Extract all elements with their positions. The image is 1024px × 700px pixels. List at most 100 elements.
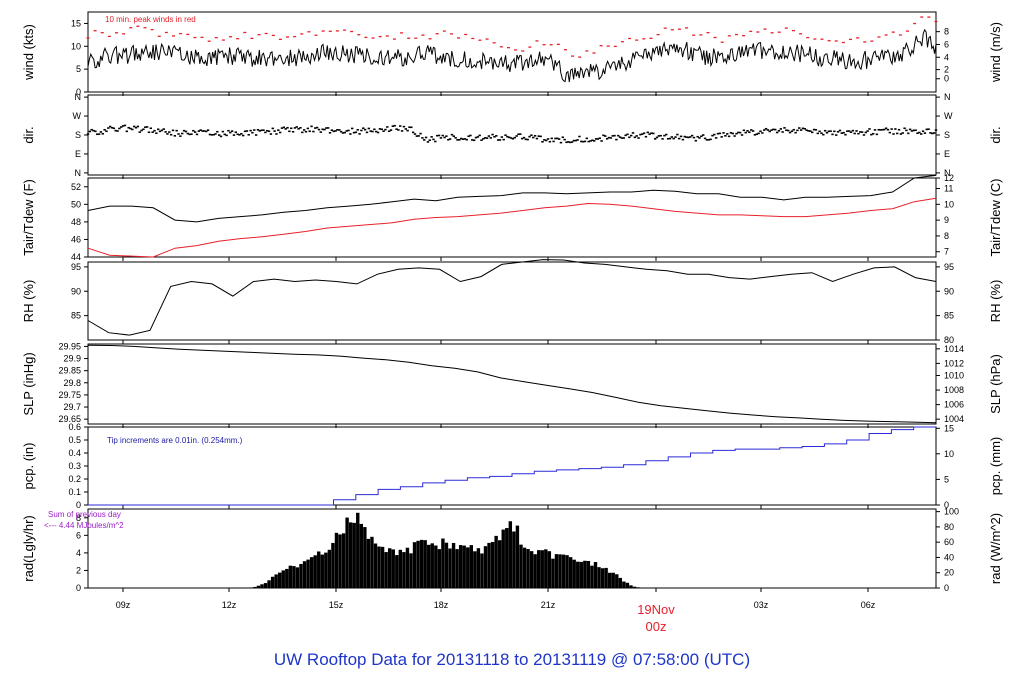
radiation-bar xyxy=(427,544,431,588)
radiation-bar xyxy=(622,581,626,588)
direction-point xyxy=(524,138,528,141)
radiation-bar xyxy=(441,538,445,588)
direction-point xyxy=(605,137,609,140)
radiation-bar xyxy=(519,544,523,588)
direction-point xyxy=(236,133,239,136)
peak-wind-mark xyxy=(898,34,902,36)
y2-tick-label: 1010 xyxy=(944,371,964,381)
panel-frame xyxy=(87,261,937,341)
peak-wind-mark xyxy=(549,44,553,46)
direction-point xyxy=(435,134,439,137)
direction-point xyxy=(714,137,718,139)
panel-3: Tair/Tdew (F) Tair/Tdew (C) 44 46 48 50 52 7 8 9 1… xyxy=(21,173,1003,262)
direction-point xyxy=(635,135,638,137)
direction-point xyxy=(408,126,411,129)
direction-point xyxy=(504,134,507,137)
direction-point xyxy=(182,129,186,132)
peak-wind-mark xyxy=(186,33,190,36)
radiation-bar xyxy=(554,554,559,588)
y-tick-label: 0.1 xyxy=(68,487,81,497)
direction-point xyxy=(522,136,526,139)
direction-point xyxy=(920,133,923,135)
peak-wind-mark xyxy=(414,37,418,39)
peak-wind-mark xyxy=(727,35,731,37)
x-tick-label: 18z xyxy=(434,600,449,610)
direction-point xyxy=(519,133,522,135)
peak-wind-mark xyxy=(257,34,261,36)
peak-wind-mark xyxy=(214,37,218,39)
peak-wind-mark xyxy=(813,38,817,40)
direction-point xyxy=(835,134,838,136)
direction-point xyxy=(404,128,407,130)
direction-point xyxy=(594,138,598,140)
direction-point xyxy=(860,131,864,133)
direction-point xyxy=(890,128,893,130)
peak-wind-mark xyxy=(713,36,717,39)
radiation-bar xyxy=(611,572,615,588)
x-tick-label: 21z xyxy=(541,600,556,610)
direction-point xyxy=(896,132,899,135)
radiation-bar xyxy=(366,538,371,588)
direction-point xyxy=(352,131,356,134)
direction-point xyxy=(125,130,128,133)
peak-wind-mark xyxy=(93,30,97,32)
direction-point xyxy=(508,136,511,139)
y-axis-label: Tair/Tdew (F) xyxy=(21,179,36,256)
direction-point xyxy=(489,137,492,139)
direction-point xyxy=(306,127,310,130)
direction-point xyxy=(223,133,226,136)
peak-wind-mark xyxy=(107,35,111,38)
y-tick-label: 29.8 xyxy=(63,378,81,388)
y2-tick-label: 11 xyxy=(944,184,953,194)
direction-point xyxy=(637,137,640,139)
direction-point xyxy=(181,132,184,135)
direction-point xyxy=(775,131,779,134)
direction-point xyxy=(439,137,443,139)
direction-point xyxy=(600,140,603,142)
y2-tick-label: 1014 xyxy=(944,344,964,354)
y2-tick-label: 1006 xyxy=(944,400,964,410)
direction-point xyxy=(855,130,858,132)
radiation-bar xyxy=(277,572,282,588)
peak-wind-mark xyxy=(442,30,446,32)
direction-point xyxy=(127,126,130,129)
radiation-bar xyxy=(274,574,278,588)
direction-point xyxy=(609,137,613,139)
radiation-bar xyxy=(526,549,530,588)
y-tick-label: 4 xyxy=(76,548,81,558)
direction-point xyxy=(899,133,903,135)
radiation-bar xyxy=(529,551,534,588)
direction-point xyxy=(929,132,932,134)
radiation-bar xyxy=(423,540,427,588)
direction-point xyxy=(831,133,834,136)
peak-wind-mark xyxy=(635,39,639,41)
peak-wind-mark xyxy=(428,38,432,40)
peak-wind-mark xyxy=(756,31,760,33)
direction-point xyxy=(877,128,880,131)
radiation-bar xyxy=(458,545,463,588)
peak-wind-mark xyxy=(271,34,275,37)
y2-axis-label: SLP (hPa) xyxy=(988,354,1003,414)
y-tick-label: 29.95 xyxy=(58,341,81,351)
direction-point xyxy=(744,131,747,134)
peak-wind-mark xyxy=(179,32,183,35)
direction-point xyxy=(171,129,175,132)
direction-point xyxy=(484,137,487,139)
direction-point xyxy=(134,126,138,129)
x-tick-label: 09z xyxy=(116,600,131,610)
direction-point xyxy=(840,132,843,134)
direction-point xyxy=(378,128,382,130)
direction-point xyxy=(628,136,631,139)
y-axis-label: SLP (inHg) xyxy=(21,352,36,415)
direction-point xyxy=(857,132,860,135)
direction-point xyxy=(123,124,127,127)
direction-point xyxy=(816,132,819,135)
direction-point xyxy=(604,135,607,137)
radiation-bar xyxy=(395,555,399,588)
direction-point xyxy=(783,127,786,129)
direction-point xyxy=(338,129,341,131)
direction-point xyxy=(120,126,123,128)
direction-point xyxy=(596,138,600,140)
direction-point xyxy=(916,132,919,135)
radiation-bar xyxy=(380,546,385,588)
